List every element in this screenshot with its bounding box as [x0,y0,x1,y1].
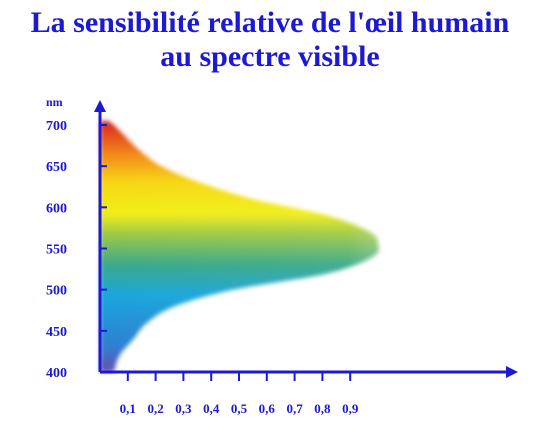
x-tick-label: 0,8 [314,401,331,416]
x-tick-label: 0,5 [231,401,248,416]
x-tick-label: 0,1 [120,401,136,416]
y-tick-label: 400 [46,366,67,381]
x-tick-label: 0,4 [203,401,220,416]
chart-title: La sensibilité relative de l'œil humain … [0,6,540,74]
y-axis-arrow-icon [94,100,106,112]
x-tick-label: 0,2 [147,401,163,416]
sensitivity-area-fade [100,120,379,372]
x-tick-label: 0,3 [175,401,192,416]
y-tick-label: 650 [46,160,67,175]
y-tick-label: 600 [46,201,67,216]
x-axis-arrow-icon [506,366,518,378]
x-tick-label: 0,7 [286,401,303,416]
x-tick-label: 0,9 [342,401,359,416]
y-axis-unit-label: nm [46,95,63,109]
chart-title-line-1: La sensibilité relative de l'œil humain [30,6,510,39]
chart-title-line-2: au spectre visible [160,40,380,73]
y-tick-label: 450 [46,325,67,340]
y-tick-label: 500 [46,284,67,299]
x-tick-label: 0,6 [259,401,276,416]
y-tick-label: 550 [46,243,67,258]
y-tick-label: 700 [46,119,67,134]
